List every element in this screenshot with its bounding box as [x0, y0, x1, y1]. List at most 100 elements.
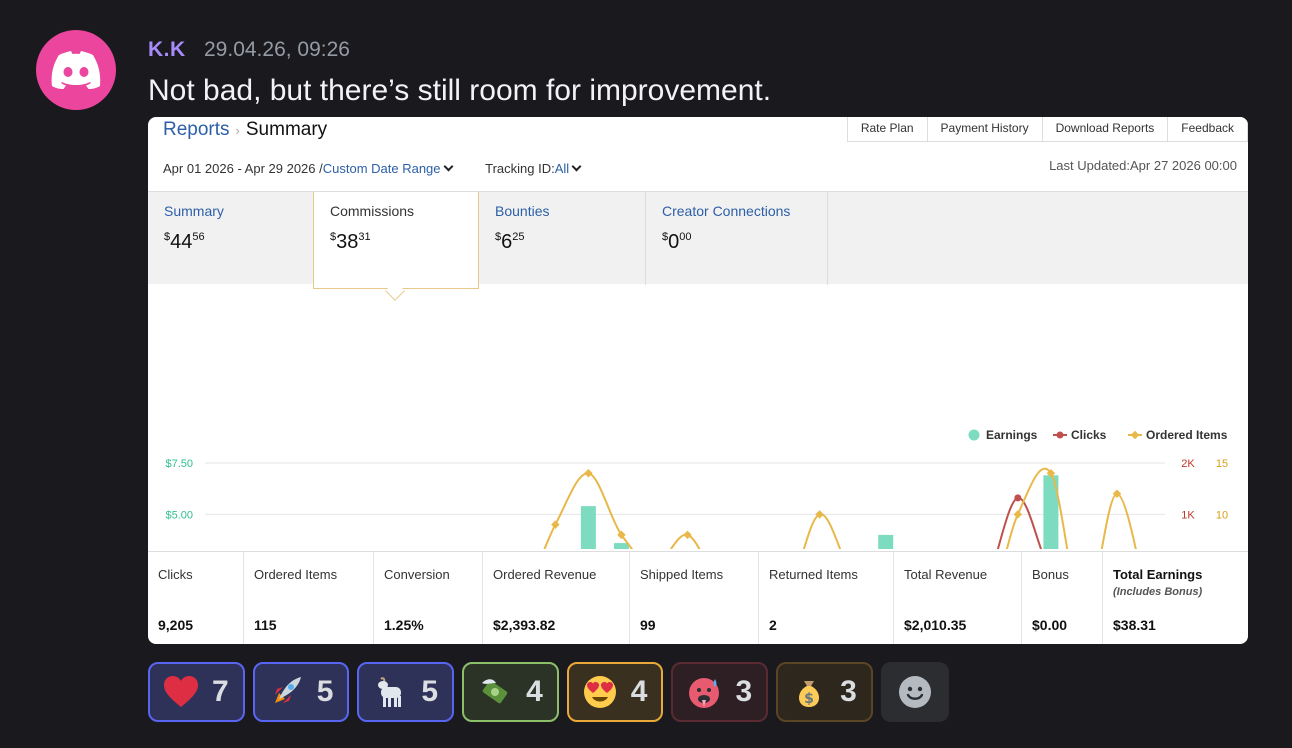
reaction-count: 5: [316, 675, 334, 708]
stat-label: Bonus: [1032, 567, 1069, 582]
clicks-point: [1014, 494, 1022, 502]
report-screenshot[interactable]: Reports › Summary Rate Plan Payment Histor…: [148, 117, 1248, 644]
tracking-id-dropdown[interactable]: All: [554, 161, 570, 176]
items-axis-tick-label: 10: [1216, 509, 1228, 521]
stat-ordered-revenue: Ordered Revenue $2,393.82: [483, 552, 630, 644]
date-range-bar: Apr 01 2026 - Apr 29 2026 /Custom Date R…: [163, 161, 588, 176]
earnings-bar: [878, 534, 894, 549]
stat-value: $38.31: [1113, 617, 1156, 633]
tab-commissions[interactable]: Commissions $3831: [313, 192, 479, 289]
earnings-chart: $7.50$5.00$2.5002K1K500015105001 Apr0407…: [165, 428, 1228, 549]
reaction-count: 4: [526, 675, 543, 708]
reaction-heart-eyes[interactable]: 4: [566, 662, 664, 722]
tab-bounties[interactable]: Bounties $625: [479, 192, 646, 285]
reactions-bar: 7 5 5 4 4 3 $ 3: [148, 662, 949, 722]
tab-creator-connections[interactable]: Creator Connections $000: [646, 192, 828, 285]
stat-label: Ordered Revenue: [493, 567, 597, 582]
tab-summary[interactable]: Summary $4456: [148, 192, 314, 285]
reaction-goat[interactable]: 5: [357, 662, 455, 722]
stat-label: Shipped Items: [640, 567, 724, 582]
legend-marker: [1056, 431, 1064, 439]
tab-label: Creator Connections: [662, 203, 791, 219]
stat-total-earnings: Total Earnings (Includes Bonus) $38.31: [1103, 552, 1248, 644]
chevron-down-icon[interactable]: [571, 161, 582, 172]
legend-marker: [1130, 430, 1140, 440]
reaction-money-bag[interactable]: $ 3: [776, 662, 873, 722]
breadcrumb: Reports › Summary: [163, 119, 327, 141]
stat-value: 9,205: [158, 617, 194, 633]
items-axis-tick-label: 15: [1216, 458, 1228, 470]
heart-icon: [164, 675, 198, 709]
stat-value: 99: [640, 617, 656, 633]
stat-clicks: Clicks 9,205: [148, 552, 244, 644]
tab-amount: $3831: [330, 231, 371, 253]
tab-download-reports[interactable]: Download Reports: [1041, 117, 1169, 142]
legend-label: Earnings: [986, 428, 1038, 442]
message-text: Not bad, but there’s still room for impr…: [148, 74, 772, 107]
add-reaction-button[interactable]: [880, 662, 949, 722]
reaction-count: 3: [735, 675, 753, 708]
legend-label: Ordered Items: [1146, 428, 1228, 442]
earnings-bar: [1043, 475, 1059, 549]
svg-text:$: $: [804, 691, 814, 707]
tab-amount: $000: [662, 231, 692, 253]
stat-ordered-items: Ordered Items 115: [244, 552, 374, 644]
reaction-count: 3: [840, 675, 857, 708]
rocket-icon: [269, 675, 303, 709]
ordered-items-point: [1013, 510, 1023, 519]
reaction-hot-face[interactable]: 3: [671, 662, 769, 722]
stat-label: Returned Items: [769, 567, 858, 582]
date-range-text: Apr 01 2026 - Apr 29 2026 /: [163, 161, 323, 176]
ordered-items-point: [551, 520, 560, 529]
last-updated: Last Updated:Apr 27 2026 00:00: [1049, 158, 1237, 173]
y-tick-label: $7.50: [165, 458, 193, 470]
stat-value: $2,010.35: [904, 617, 967, 633]
clicks-axis-tick-label: 2K: [1181, 458, 1195, 470]
earnings-bar: [580, 506, 596, 549]
top-tabs: Rate Plan Payment History Download Repor…: [846, 117, 1248, 142]
tab-feedback[interactable]: Feedback: [1167, 117, 1248, 142]
tab-label: Bounties: [495, 203, 550, 219]
stat-total-revenue: Total Revenue $2,010.35: [894, 552, 1022, 644]
reaction-count: 7: [212, 675, 229, 708]
ordered-items-point: [1046, 469, 1056, 478]
stat-label: Total Revenue: [904, 567, 988, 582]
breadcrumb-separator: ›: [235, 123, 240, 138]
tab-amount: $625: [495, 231, 525, 253]
smiley-add-icon: [898, 676, 931, 708]
clicks-axis-tick-label: 1K: [1181, 509, 1195, 521]
reaction-rocket[interactable]: 5: [252, 662, 350, 722]
reaction-count: 5: [421, 675, 439, 708]
custom-date-range-dropdown[interactable]: Custom Date Range: [322, 161, 441, 176]
hot-face-icon: [687, 675, 721, 709]
reaction-heart[interactable]: 7: [148, 662, 245, 722]
stat-label: Conversion: [384, 567, 450, 582]
breadcrumb-reports-link[interactable]: Reports: [163, 119, 230, 140]
discord-logo-icon: [51, 51, 101, 89]
message-timestamp: 29.04.26, 09:26: [204, 38, 350, 61]
stat-label: Total Earnings: [1113, 567, 1203, 582]
tab-rate-plan[interactable]: Rate Plan: [846, 117, 928, 142]
chevron-down-icon[interactable]: [443, 161, 453, 172]
legend-label: Clicks: [1071, 428, 1107, 442]
ordered-items-point: [584, 469, 593, 478]
reaction-count: 4: [630, 675, 648, 708]
author-name[interactable]: K.K: [148, 38, 186, 61]
stat-conversion: Conversion 1.25%: [374, 552, 483, 644]
summary-tabs: Summary $4456 Commissions $3831 Bounties…: [148, 191, 1248, 289]
clicks-line: [996, 496, 1043, 549]
tab-amount: $4456: [164, 231, 205, 253]
breadcrumb-current: Summary: [245, 119, 328, 140]
ordered-items-point: [617, 530, 626, 540]
goat-icon: [373, 675, 407, 709]
tab-payment-history[interactable]: Payment History: [926, 117, 1043, 142]
tab-label: Commissions: [330, 203, 415, 219]
stat-label: Ordered Items: [254, 567, 338, 582]
earnings-bar: [613, 543, 629, 549]
legend-marker: [968, 429, 980, 441]
stat-returned-items: Returned Items 2: [759, 552, 894, 644]
stat-label: Clicks: [158, 567, 193, 582]
ordered-items-line: [543, 467, 1137, 549]
reaction-money-with-wings[interactable]: 4: [462, 662, 559, 722]
avatar[interactable]: [36, 30, 116, 110]
